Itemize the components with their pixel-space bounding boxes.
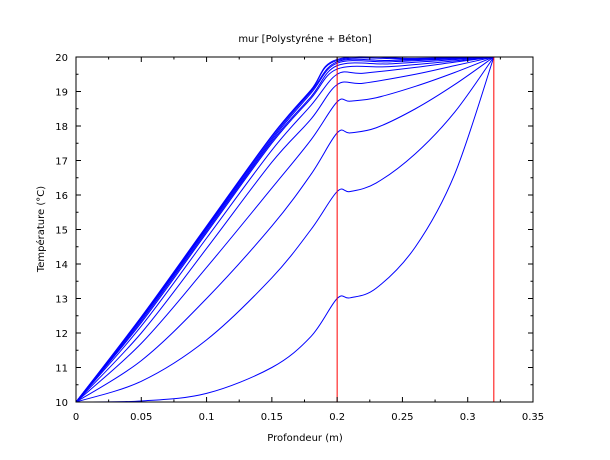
x-tick-label: 0.15	[261, 412, 283, 423]
series-line-9	[75, 56, 494, 403]
series-line-4	[75, 56, 495, 403]
y-axis-label: Température (°C)	[35, 186, 47, 273]
y-tick-label: 18	[55, 122, 68, 133]
y-tick-label: 10	[55, 398, 68, 409]
y-tick-label: 14	[55, 260, 68, 271]
series-line-11	[75, 56, 494, 403]
y-tick-label: 17	[55, 157, 68, 168]
series-line-1	[75, 56, 495, 403]
y-tick-label: 19	[55, 88, 68, 99]
chart-title: mur [Polystyréne + Béton]	[238, 33, 371, 45]
series-line-3	[75, 56, 495, 403]
x-tick-label: 0.25	[391, 412, 413, 423]
series-line-8	[75, 56, 494, 403]
x-tick-label: 0.35	[522, 412, 544, 423]
plot-area: 0 0.05 0.1 0.15 0.2 0.25 0.3 0.35 10 11 12 13 14 15 16…	[55, 53, 544, 423]
series-line-5	[75, 56, 494, 403]
x-tick-label: 0.1	[199, 412, 215, 423]
series-line-10	[75, 56, 494, 403]
x-tick-label: 0.3	[460, 412, 476, 423]
y-tick-label: 20	[55, 53, 68, 64]
y-tick-label: 13	[55, 295, 68, 306]
series-line-6	[75, 56, 494, 403]
y-tick-label: 16	[55, 191, 68, 202]
series-line-2	[75, 56, 495, 403]
y-tick-label: 12	[55, 329, 68, 340]
y-tick-label: 15	[55, 226, 68, 237]
y-tick-label: 11	[55, 364, 68, 375]
x-tick-label: 0.2	[329, 412, 345, 423]
x-axis-label: Profondeur (m)	[267, 433, 343, 444]
x-tick-label: 0	[73, 412, 79, 423]
series-line-12	[75, 56, 494, 403]
x-tick-label: 0.05	[130, 412, 152, 423]
plot-frame	[75, 56, 534, 403]
series-line-7	[75, 56, 494, 403]
